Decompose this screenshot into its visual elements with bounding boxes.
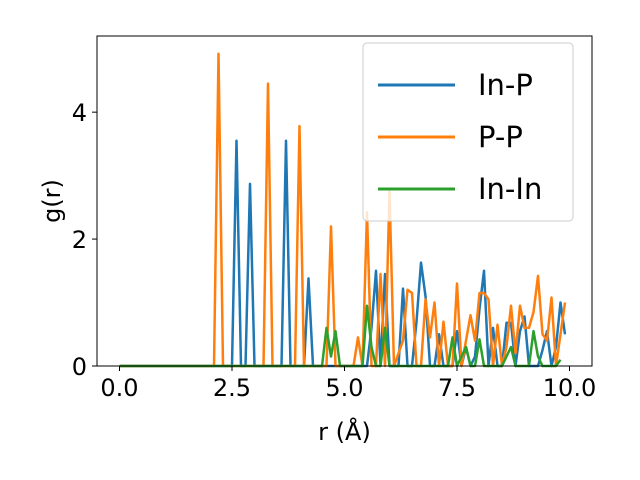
x-axis-ticks: 0.0 2.5 5.0 7.5 10.0 [100, 366, 596, 402]
y-axis-ticks: 0 2 4 [72, 99, 97, 381]
x-tick-label: 0.0 [100, 374, 138, 402]
x-tick-label: 7.5 [438, 374, 476, 402]
legend-box [362, 42, 574, 222]
x-axis-label: r (Å) [318, 417, 371, 446]
legend-label: P-P [478, 120, 523, 154]
x-tick-label: 2.5 [213, 374, 251, 402]
y-axis-label: g(r) [38, 179, 66, 223]
y-tick-label: 2 [72, 226, 87, 254]
legend-label: In-In [478, 172, 542, 206]
x-tick-label: 10.0 [543, 374, 596, 402]
legend: In-P P-P In-In [362, 42, 574, 222]
y-tick-label: 0 [72, 353, 87, 381]
y-tick-label: 4 [72, 99, 87, 127]
x-tick-label: 5.0 [325, 374, 363, 402]
legend-label: In-P [478, 68, 533, 102]
